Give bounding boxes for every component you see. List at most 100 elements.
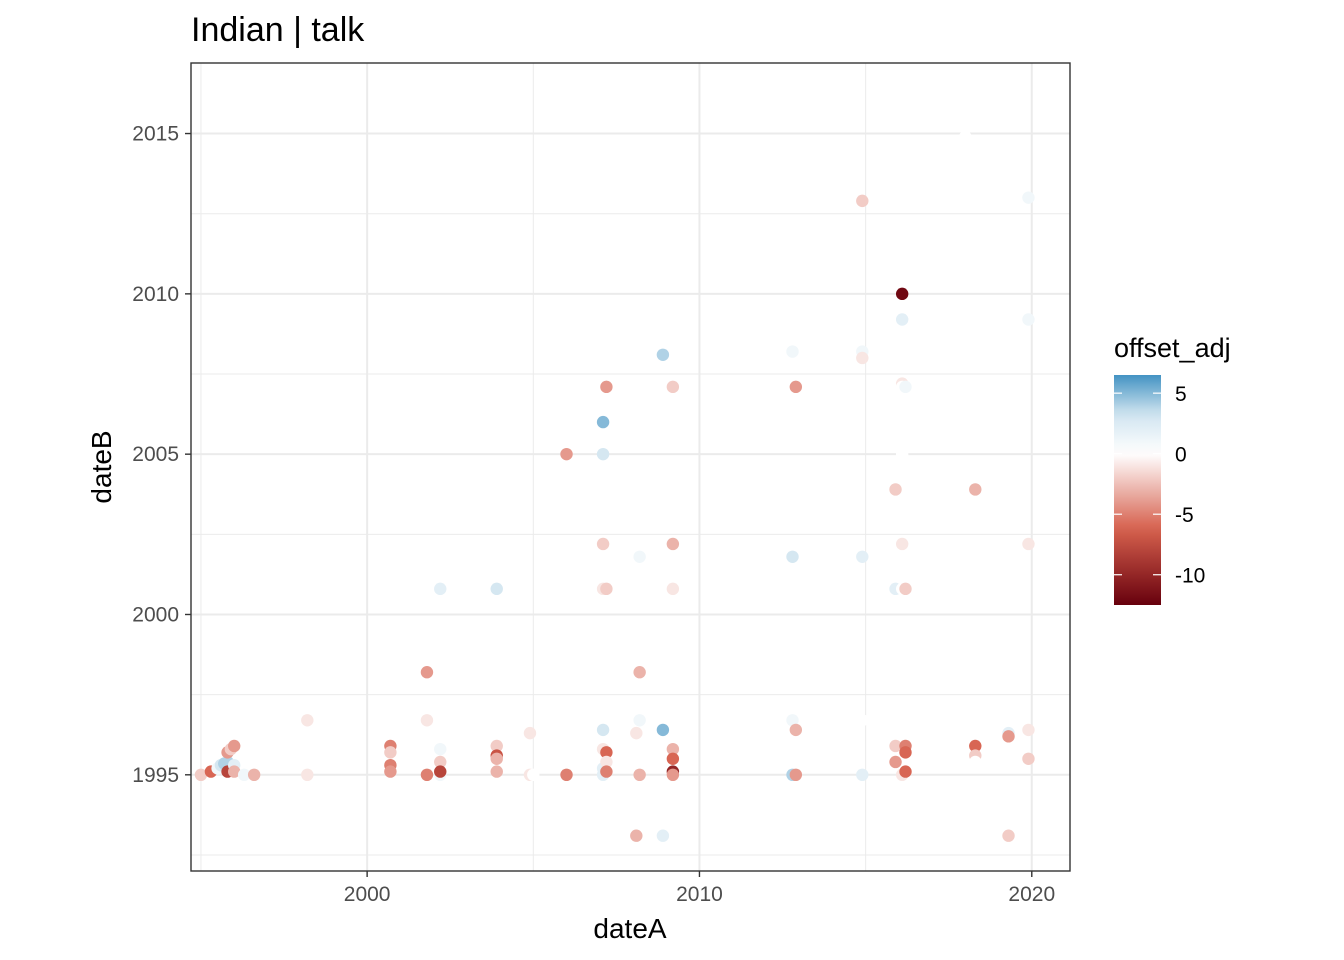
data-point [228, 765, 241, 778]
data-point [420, 768, 434, 782]
y-axis-ticks: 1995 2000 2005 2010 2015 [132, 123, 191, 787]
data-point [560, 447, 573, 461]
data-point [420, 714, 434, 727]
legend-colorbar [1114, 375, 1161, 605]
data-point [600, 483, 613, 496]
data-point [1002, 730, 1015, 743]
data-point [434, 755, 447, 769]
legend-title: offset_adj [1114, 333, 1231, 363]
data-point [1022, 723, 1035, 737]
data-point [899, 380, 912, 394]
data-point [301, 768, 314, 782]
data-point [490, 739, 503, 753]
x-tick-label: 2010 [676, 883, 723, 906]
data-point [895, 313, 909, 326]
color-legend: offset_adj 5 0 -5 -10 [1114, 333, 1231, 605]
data-point [856, 194, 869, 208]
data-point [194, 768, 208, 782]
data-point [490, 582, 503, 596]
y-tick-label: 2000 [132, 603, 179, 626]
data-point [666, 768, 680, 782]
data-point [666, 752, 680, 765]
data-point [420, 666, 434, 679]
legend-tick-label: -10 [1175, 565, 1205, 588]
data-point [600, 755, 613, 769]
y-tick-label: 2010 [132, 283, 179, 306]
data-point [630, 726, 643, 740]
data-point [656, 723, 670, 737]
legend-ticks: 5 0 -5 -10 [1114, 383, 1205, 588]
data-point [523, 726, 537, 740]
data-point [434, 765, 447, 778]
data-point [789, 768, 803, 782]
data-point [434, 582, 447, 596]
x-tick-label: 2020 [1008, 883, 1055, 906]
data-point [895, 723, 909, 737]
y-axis-title: dateB [86, 430, 117, 503]
data-point [600, 746, 613, 759]
data-point [856, 768, 869, 782]
data-point [633, 768, 646, 782]
data-point [895, 447, 909, 461]
data-point [1002, 829, 1015, 842]
data-point [1022, 537, 1035, 551]
data-point [895, 287, 909, 301]
data-point [600, 380, 613, 394]
data-point [899, 746, 912, 759]
data-points [194, 92, 1035, 842]
x-tick-label: 2000 [344, 883, 391, 906]
data-point [1002, 348, 1015, 361]
chart-title: Indian | talk [191, 11, 365, 49]
data-point [666, 380, 680, 394]
data-point [895, 92, 909, 105]
data-point [596, 723, 610, 737]
data-point [789, 723, 803, 737]
data-point [1022, 191, 1035, 204]
data-point [633, 666, 646, 679]
data-point [600, 765, 613, 778]
plot-panel-border [190, 62, 1071, 872]
data-point [856, 714, 869, 727]
data-point [969, 739, 982, 753]
data-point [899, 765, 912, 778]
data-point [630, 829, 643, 842]
data-point [228, 739, 241, 753]
data-point [856, 550, 869, 563]
data-point [895, 537, 909, 551]
data-point [490, 752, 503, 765]
data-point [656, 348, 670, 361]
data-point [237, 829, 251, 842]
data-point [889, 755, 902, 769]
y-tick-label: 2005 [132, 443, 179, 466]
data-point [1022, 313, 1035, 326]
data-point [666, 742, 680, 756]
data-point [899, 582, 912, 596]
data-point [786, 345, 799, 358]
y-tick-label: 1995 [132, 764, 179, 787]
data-point [889, 483, 902, 496]
data-point [656, 829, 670, 842]
data-point [633, 714, 646, 727]
data-point [527, 768, 540, 782]
data-point [959, 130, 972, 143]
legend-tick-label: 5 [1175, 383, 1187, 406]
data-point [633, 550, 646, 563]
data-point [786, 714, 799, 727]
data-point [856, 351, 869, 365]
data-point [600, 582, 613, 596]
y-tick-label: 2015 [132, 123, 179, 146]
data-point [1022, 752, 1035, 765]
data-point [301, 714, 314, 727]
data-point [384, 746, 397, 759]
data-point [596, 415, 610, 429]
data-point [969, 483, 982, 496]
data-point [247, 768, 261, 782]
data-point [560, 768, 573, 782]
data-point [666, 537, 680, 551]
data-point [596, 447, 610, 461]
data-point [596, 537, 610, 551]
x-axis-ticks: 2000 2010 2020 [344, 871, 1055, 906]
legend-tick-label: 0 [1175, 444, 1187, 467]
data-point [490, 765, 503, 778]
